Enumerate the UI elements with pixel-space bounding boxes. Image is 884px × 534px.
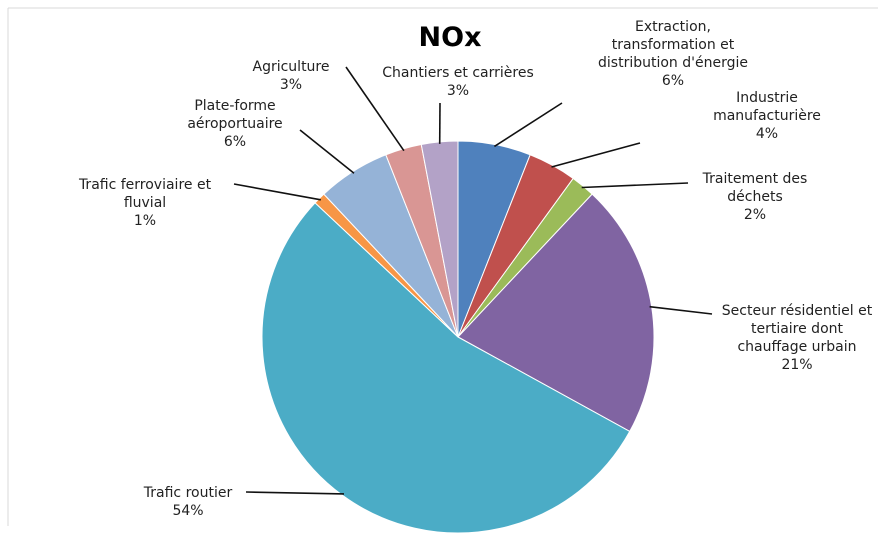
- slice-label-text: Chantiers et carrières: [382, 65, 534, 81]
- slice-percent: 2%: [743, 207, 767, 223]
- slice-percent: 6%: [661, 73, 685, 89]
- chart-border: [7, 7, 878, 526]
- slice-percent: 4%: [755, 126, 779, 142]
- slice-label-text: Extraction, transformation et distributi…: [598, 19, 748, 71]
- label-residentiel: Secteur résidentiel et tertiaire dont ch…: [712, 302, 882, 374]
- pie-slices: [261, 140, 655, 534]
- label-ferroviaire: Trafic ferroviaire et fluvial 1%: [60, 176, 230, 230]
- label-industrie: Industrie manufacturière 4%: [702, 89, 832, 143]
- slice-percent: 21%: [781, 357, 813, 373]
- label-extraction-energie: Extraction, transformation et distributi…: [578, 18, 768, 90]
- slice-label-text: Plate-forme aéroportuaire: [187, 98, 283, 132]
- label-aeroportuaire: Plate-forme aéroportuaire 6%: [170, 97, 300, 151]
- leader-line-ferroviaire: [233, 183, 321, 201]
- slice-percent: 54%: [172, 503, 204, 519]
- leader-line-agriculture: [345, 66, 405, 152]
- pie-slice-trafic-routier: [261, 202, 631, 534]
- slice-label-text: Secteur résidentiel et tertiaire dont ch…: [721, 303, 873, 355]
- slice-percent: 3%: [279, 77, 303, 93]
- slice-percent: 3%: [446, 83, 470, 99]
- slice-label-text: Trafic routier: [143, 485, 233, 501]
- leader-line-aeroportuaire: [299, 129, 355, 174]
- leader-line-trafic-routier: [245, 491, 345, 495]
- label-dechets: Traitement des déchets 2%: [690, 170, 820, 224]
- slice-label-text: Traitement des déchets: [702, 171, 808, 205]
- label-trafic-routier: Trafic routier 54%: [138, 484, 238, 520]
- slice-percent: 1%: [133, 213, 157, 229]
- leader-line-extraction-energie: [493, 102, 563, 148]
- slice-label-text: Trafic ferroviaire et fluvial: [78, 177, 212, 211]
- leader-lines: [233, 66, 713, 495]
- label-agriculture: Agriculture 3%: [236, 58, 346, 94]
- label-chantiers: Chantiers et carrières 3%: [368, 64, 548, 100]
- slice-label-text: Agriculture: [252, 59, 330, 75]
- leader-line-residentiel: [649, 305, 713, 315]
- leader-line-dechets: [581, 182, 689, 189]
- chart-title: NOx: [418, 22, 482, 53]
- slice-percent: 6%: [223, 134, 247, 150]
- slice-label-text: Industrie manufacturière: [713, 90, 821, 124]
- leader-line-industrie: [551, 142, 641, 168]
